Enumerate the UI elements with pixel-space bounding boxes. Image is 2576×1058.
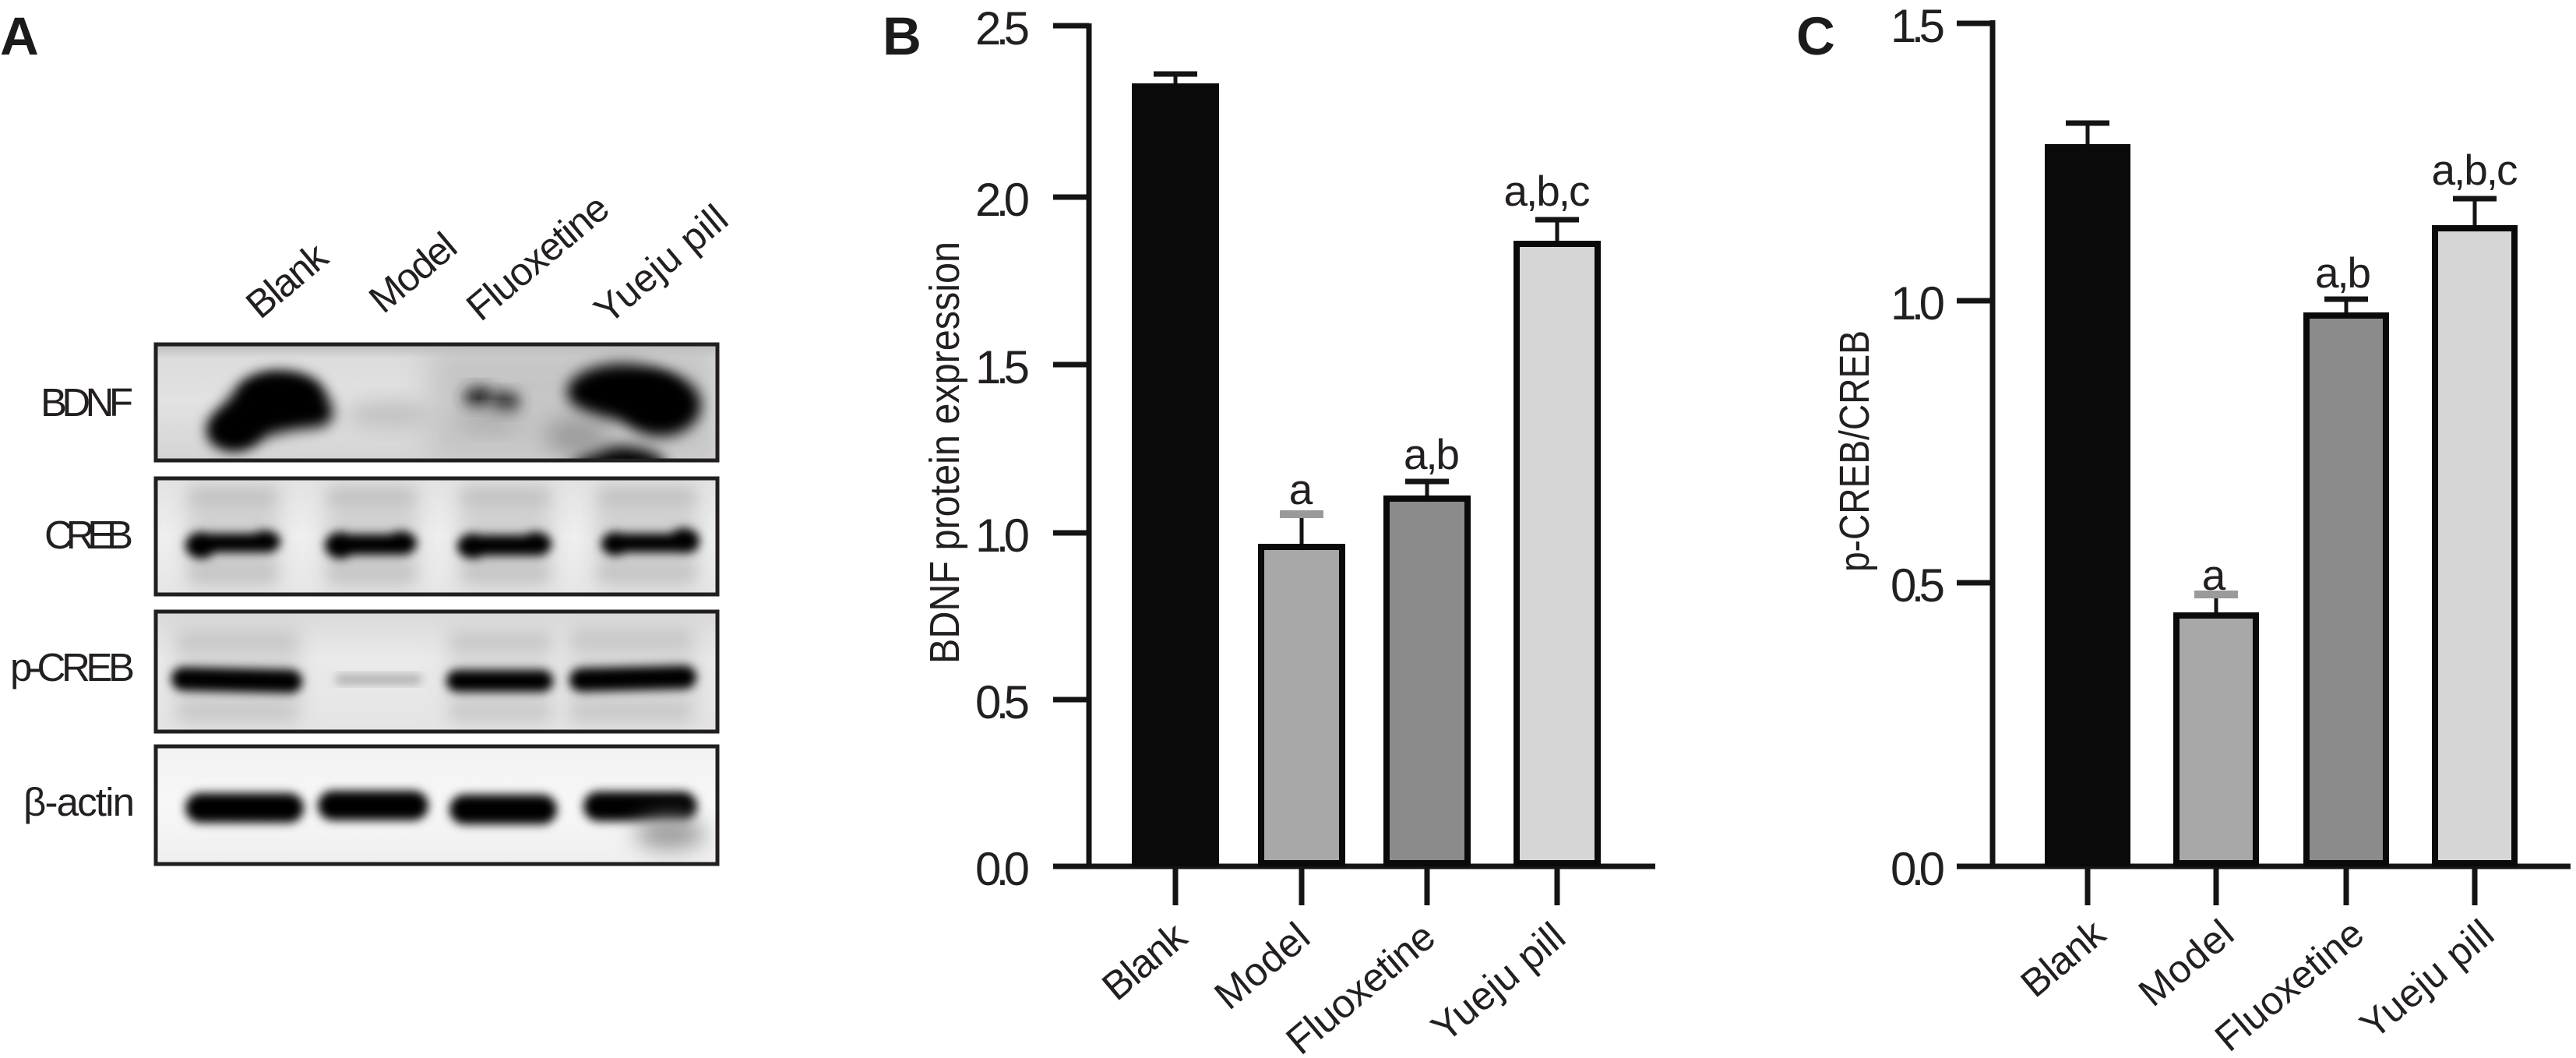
- svg-text:0.0: 0.0: [975, 843, 1030, 895]
- svg-text:Model: Model: [2130, 912, 2242, 1015]
- svg-text:a,b,c: a,b,c: [2432, 146, 2518, 194]
- svg-text:BDNF: BDNF: [41, 380, 133, 425]
- svg-text:Model: Model: [361, 224, 465, 321]
- svg-text:C: C: [1796, 6, 1835, 66]
- svg-text:2.0: 2.0: [975, 174, 1030, 226]
- svg-text:a,b: a,b: [1404, 430, 1460, 478]
- svg-text:BDNF protein expression: BDNF protein expression: [922, 242, 968, 664]
- svg-text:A: A: [0, 6, 39, 66]
- svg-text:Blank: Blank: [1094, 913, 1195, 1008]
- svg-text:p-CREB/CREB: p-CREB/CREB: [1831, 330, 1878, 572]
- svg-text:Yueju pill: Yueju pill: [2352, 912, 2502, 1048]
- svg-text:p-CREB: p-CREB: [10, 645, 135, 689]
- svg-text:0.0: 0.0: [1891, 843, 1945, 895]
- svg-text:a,b: a,b: [2315, 249, 2371, 297]
- svg-text:Blank: Blank: [238, 234, 337, 326]
- svg-text:2.5: 2.5: [975, 2, 1030, 55]
- svg-text:B: B: [883, 6, 922, 66]
- svg-text:0.5: 0.5: [1891, 559, 1945, 612]
- svg-text:1.0: 1.0: [975, 510, 1030, 562]
- svg-text:1.5: 1.5: [1891, 0, 1945, 52]
- svg-text:a,b,c: a,b,c: [1504, 167, 1591, 215]
- svg-text:Yueju pill: Yueju pill: [1422, 914, 1573, 1050]
- svg-text:Model: Model: [1206, 914, 1318, 1018]
- svg-text:1.0: 1.0: [1891, 277, 1945, 330]
- svg-text:0.5: 0.5: [975, 676, 1030, 728]
- svg-text:a: a: [1289, 465, 1313, 513]
- svg-text:Blank: Blank: [2013, 911, 2114, 1006]
- svg-text:a: a: [2202, 551, 2226, 599]
- svg-text:β-actin: β-actin: [23, 780, 135, 824]
- svg-text:CREB: CREB: [44, 513, 133, 557]
- svg-text:1.5: 1.5: [975, 341, 1030, 393]
